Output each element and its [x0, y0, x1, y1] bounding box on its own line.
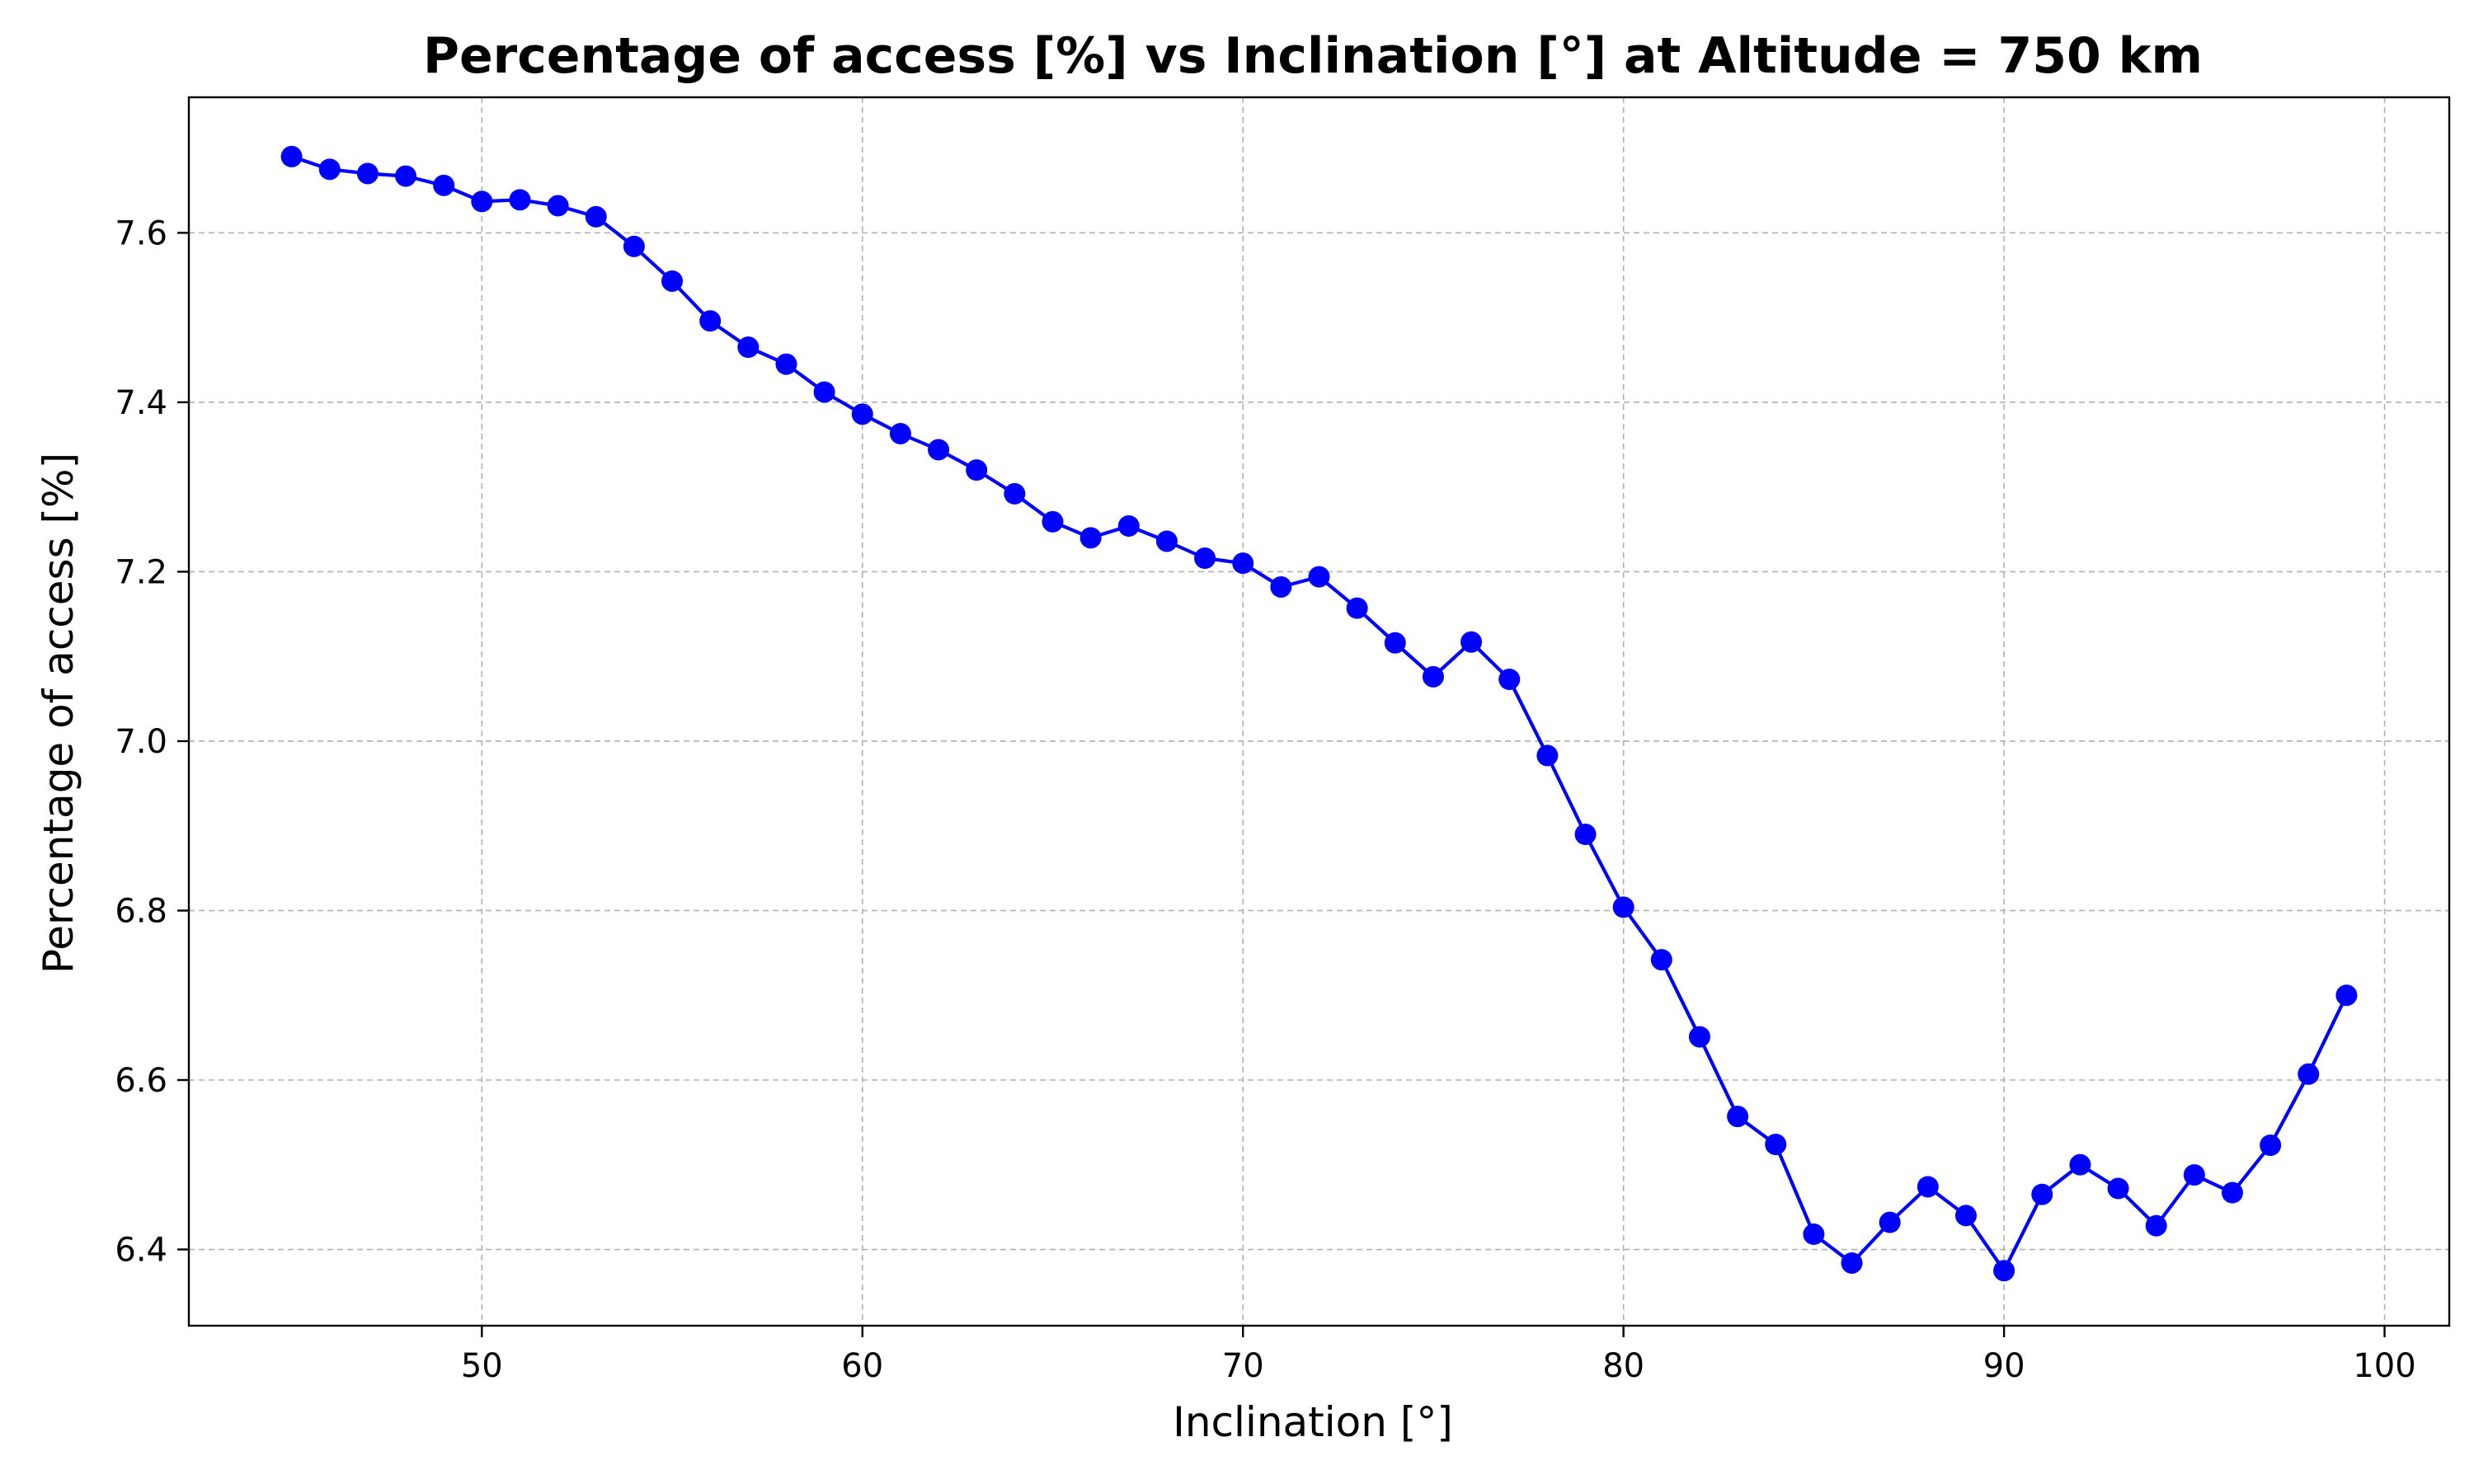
data-point [356, 162, 379, 185]
data-point [471, 190, 493, 213]
data-point [1308, 566, 1330, 588]
data-point [1004, 482, 1026, 505]
data-point [813, 381, 835, 403]
data-point [1498, 668, 1521, 690]
data-point [1727, 1106, 1749, 1128]
data-point [2298, 1063, 2320, 1085]
y-tick-label: 6.4 [115, 1232, 167, 1270]
data-point [509, 189, 531, 211]
x-axis-label: Inclination [°] [1173, 1398, 1453, 1446]
data-point [1574, 824, 1597, 845]
data-point [1079, 527, 1102, 549]
grid [189, 97, 2449, 1326]
data-point [1194, 547, 1216, 570]
data-point [889, 422, 911, 444]
data-point [1346, 597, 1368, 619]
data-point [280, 145, 303, 167]
x-tick-label: 90 [1983, 1347, 2025, 1385]
data-point [1460, 631, 1483, 653]
data-point [2221, 1181, 2243, 1204]
data-point [928, 439, 950, 461]
data-point [1270, 575, 1292, 598]
data-point [966, 459, 988, 481]
data-point [737, 336, 760, 359]
data-point [1841, 1252, 1863, 1274]
data-point [2145, 1214, 2167, 1237]
data-point [585, 205, 607, 228]
data-point [1917, 1176, 1939, 1198]
data-point [1155, 530, 1178, 552]
data-point [1612, 896, 1634, 918]
x-tick-label: 80 [1602, 1347, 1644, 1385]
data-point [433, 174, 455, 196]
data-point [1954, 1205, 1977, 1227]
x-tick-label: 100 [2353, 1347, 2415, 1385]
data-point [1993, 1260, 2015, 1282]
y-tick-label: 7.4 [115, 384, 167, 422]
x-tick-label: 60 [841, 1347, 883, 1385]
data-point [318, 158, 341, 181]
data-point [1650, 949, 1672, 971]
data-point [2069, 1153, 2091, 1176]
x-tick-label: 70 [1222, 1347, 1264, 1385]
y-tick-label: 7.2 [115, 553, 167, 591]
data-point [1422, 665, 1444, 688]
data-point [547, 195, 569, 217]
y-tick-label: 7.0 [115, 723, 167, 761]
axis-ticks: 50 60 70 80 90 100 6.4 6.6 6.8 7.0 7.2 7.4 7.6 [115, 214, 2415, 1385]
data-point [2335, 984, 2358, 1007]
y-tick-label: 6.8 [115, 892, 167, 930]
data-point [661, 270, 684, 292]
data-point [1688, 1026, 1710, 1048]
data-point [1232, 552, 1254, 575]
data-point [2183, 1164, 2205, 1186]
data-point [1765, 1134, 1787, 1156]
data-point [1384, 632, 1406, 654]
data-point [1042, 510, 1064, 533]
data-point [775, 353, 797, 375]
y-axis-label: Percentage of access [%] [35, 453, 82, 974]
plot-frame [187, 96, 2451, 1327]
series-line [290, 154, 2349, 1273]
data-point [1536, 744, 1559, 767]
data-point [623, 235, 645, 257]
y-tick-label: 6.6 [115, 1062, 167, 1100]
data-point [2107, 1177, 2129, 1200]
data-point [1879, 1211, 1901, 1233]
data-point [2031, 1183, 2053, 1205]
data-point [699, 310, 722, 332]
chart-title: Percentage of access [%] vs Inclination … [423, 27, 2203, 85]
x-tick-label: 50 [461, 1347, 503, 1385]
data-series [280, 145, 2358, 1282]
data-point [1117, 514, 1140, 537]
data-point [2260, 1134, 2282, 1157]
data-point [1803, 1223, 1825, 1246]
y-tick-label: 7.6 [115, 214, 167, 252]
data-point [395, 165, 417, 187]
data-point [851, 403, 873, 425]
